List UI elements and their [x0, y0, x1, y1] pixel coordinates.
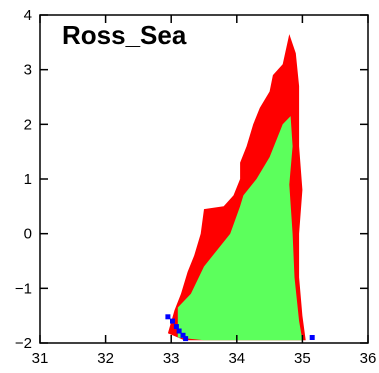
blue-point	[165, 314, 171, 320]
x-tick-label: 33	[163, 350, 180, 367]
blue-point	[309, 335, 315, 340]
plot-area	[165, 34, 315, 342]
blue-point	[170, 318, 175, 324]
x-tick-label: 35	[294, 350, 311, 367]
y-axis: −2 −1 0 1 2 3 4	[15, 7, 368, 352]
y-tick-label: 1	[24, 171, 32, 188]
blue-point	[173, 324, 179, 330]
x-tick-label: 34	[228, 350, 245, 367]
x-tick-label: 36	[360, 350, 377, 367]
blue-point	[176, 328, 182, 334]
y-tick-label: −1	[15, 280, 32, 297]
x-tick-label: 31	[32, 350, 49, 367]
y-tick-label: 4	[24, 7, 32, 24]
x-tick-label: 32	[97, 350, 114, 367]
green-region	[177, 116, 303, 341]
y-tick-label: 0	[24, 226, 32, 243]
blue-point	[183, 336, 189, 342]
y-tick-label: 2	[24, 116, 32, 133]
y-tick-label: 3	[24, 62, 32, 79]
blue-point	[180, 332, 186, 338]
chart-title: Ross_Sea	[62, 20, 187, 50]
x-axis: 31 32 33 34 35 36	[32, 15, 377, 367]
y-tick-label: −2	[15, 335, 32, 352]
